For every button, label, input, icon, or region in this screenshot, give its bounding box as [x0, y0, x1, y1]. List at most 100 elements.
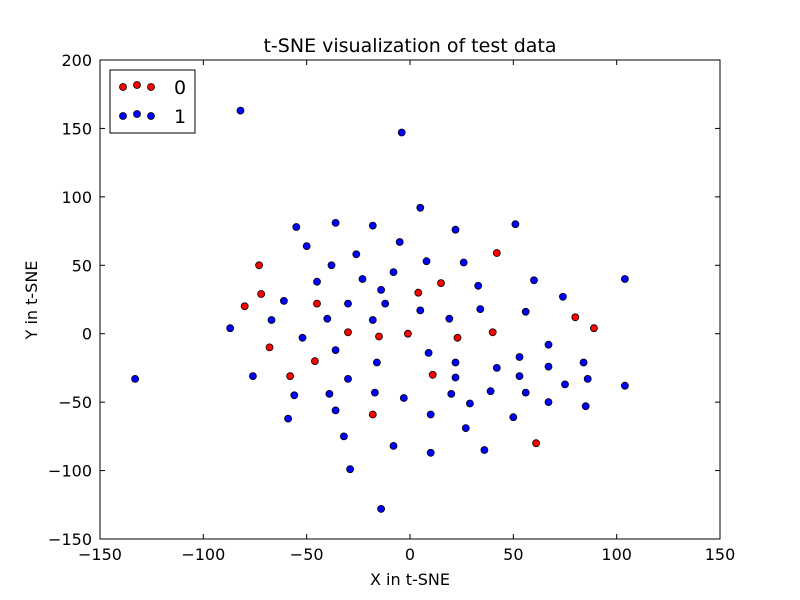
scatter-point-class-1-68 [581, 402, 590, 411]
scatter-point-class-1-37 [370, 388, 379, 397]
scatter-point-class-1-42 [445, 314, 454, 323]
y-tick-label: 100 [61, 188, 92, 207]
y-tick-label: 150 [61, 119, 92, 138]
scatter-point-class-0-19 [590, 324, 598, 333]
scatter-point-class-0-18 [571, 313, 580, 322]
scatter-point-class-1-13 [267, 316, 276, 324]
scatter-point-class-1-8 [395, 238, 404, 246]
scatter-point-class-1-10 [451, 225, 460, 234]
scatter-point-class-1-26 [368, 316, 377, 324]
y-tick-label: −100 [48, 462, 92, 481]
scatter-point-class-0-16 [488, 328, 497, 337]
scatter-point-class-0-4 [286, 372, 295, 381]
scatter-point-class-1-3 [226, 324, 235, 333]
scatter-point-class-1-69 [583, 374, 592, 383]
legend-marker-class-0 [147, 83, 155, 91]
scatter-point-class-1-45 [476, 305, 485, 314]
x-tick-label: −150 [78, 545, 122, 564]
scatter-point-class-1-20 [352, 250, 361, 259]
scatter-point-class-1-12 [279, 296, 288, 305]
scatter-point-class-1-41 [424, 348, 433, 357]
y-tick-label: 0 [82, 325, 92, 344]
scatter-point-class-1-59 [521, 388, 530, 397]
scatter-point-class-1-11 [511, 220, 520, 229]
scatter-point-class-1-15 [248, 372, 257, 381]
scatter-point-class-0-5 [313, 299, 321, 308]
scatter-point-class-0-2 [240, 302, 249, 311]
legend-marker-class-0 [133, 81, 141, 89]
scatter-point-class-1-0 [236, 106, 245, 115]
scatter-point-class-1-34 [346, 465, 355, 474]
scatter-point-class-1-71 [621, 381, 629, 390]
legend-label-class-0: 0 [174, 77, 186, 99]
legend-marker-class-0 [119, 83, 127, 91]
scatter-point-class-0-8 [375, 332, 383, 341]
scatter-point-class-1-2 [131, 374, 140, 383]
scatter-point-class-0-12 [437, 279, 445, 288]
scatter-point-class-1-51 [461, 424, 470, 433]
scatter-point-class-1-50 [426, 410, 435, 419]
y-tick-label: −150 [48, 530, 92, 549]
scatter-point-class-0-9 [368, 410, 377, 419]
x-tick-label: −50 [290, 545, 324, 564]
scatter-point-class-1-16 [290, 391, 299, 400]
scatter-point-class-1-18 [313, 277, 321, 286]
scatter-point-class-0-6 [310, 357, 319, 366]
scatter-point-class-1-9 [416, 203, 425, 212]
scatter-point-class-1-61 [530, 276, 538, 285]
scatter-point-class-1-6 [331, 218, 340, 227]
scatter-point-class-1-24 [377, 285, 386, 294]
scatter-point-class-1-57 [515, 372, 524, 381]
scatter-point-class-1-67 [579, 358, 588, 367]
scatter-point-class-1-33 [339, 432, 348, 441]
x-tick-label: 150 [705, 545, 736, 564]
scatter-point-class-0-10 [403, 329, 412, 338]
scatter-point-class-0-1 [257, 290, 266, 298]
scatter-point-class-1-62 [544, 340, 553, 349]
scatter-point-class-0-15 [492, 249, 501, 257]
legend-marker-class-1 [133, 110, 141, 118]
scatter-point-class-1-66 [561, 380, 569, 389]
scatter-point-class-0-11 [414, 288, 423, 297]
chart-title: t-SNE visualization of test data [263, 35, 556, 57]
scatter-point-class-1-25 [381, 299, 390, 308]
legend-label-class-1: 1 [174, 106, 186, 128]
y-tick-label: 50 [72, 256, 92, 275]
scatter-point-class-1-32 [344, 374, 352, 383]
scatter-point-class-1-58 [515, 353, 524, 361]
scatter-point-class-1-54 [492, 363, 501, 372]
scatter-point-class-1-43 [459, 258, 468, 267]
scatter-point-class-1-22 [323, 314, 332, 323]
scatter-point-class-1-4 [292, 223, 301, 231]
scatter-point-class-1-21 [358, 275, 367, 283]
y-axis-label: Y in t-SNE [22, 261, 41, 341]
scatter-point-class-1-48 [447, 389, 456, 398]
axis-ticks: −150 −100 −50 0 50 100 150 −150 −100 −50 0 50 100 150… [48, 51, 735, 564]
scatter-point-class-1-53 [480, 446, 489, 454]
scatter-point-class-1-70 [621, 275, 629, 283]
scatter-point-class-0-13 [428, 370, 437, 379]
scatter-point-class-1-65 [559, 292, 567, 301]
legend-entries: 01 [119, 77, 186, 128]
legend: 01 [109, 69, 196, 134]
scatter-point-class-1-27 [389, 268, 398, 277]
scatter-point-class-0-7 [344, 328, 352, 337]
x-tick-label: 100 [601, 545, 632, 564]
scatter-point-class-1-1 [397, 128, 406, 137]
scatter-point-class-0-17 [532, 439, 540, 448]
scatter-point-class-0-0 [255, 261, 264, 270]
scatter-point-class-1-17 [284, 414, 293, 423]
scatter-point-class-1-23 [344, 299, 352, 308]
scatter-point-class-1-29 [331, 346, 340, 355]
scatter-point-class-1-36 [389, 441, 398, 450]
scatter-point-class-1-47 [451, 373, 460, 382]
scatter-point-class-1-60 [521, 307, 530, 316]
legend-marker-class-1 [119, 112, 127, 120]
scatter-point-class-0-3 [265, 343, 274, 352]
scatter-point-class-1-52 [426, 448, 435, 457]
scatter-point-class-1-7 [368, 221, 377, 230]
scatter-point-class-1-40 [416, 306, 425, 315]
scatter-point-class-1-30 [325, 389, 334, 398]
points-layer [131, 106, 629, 513]
